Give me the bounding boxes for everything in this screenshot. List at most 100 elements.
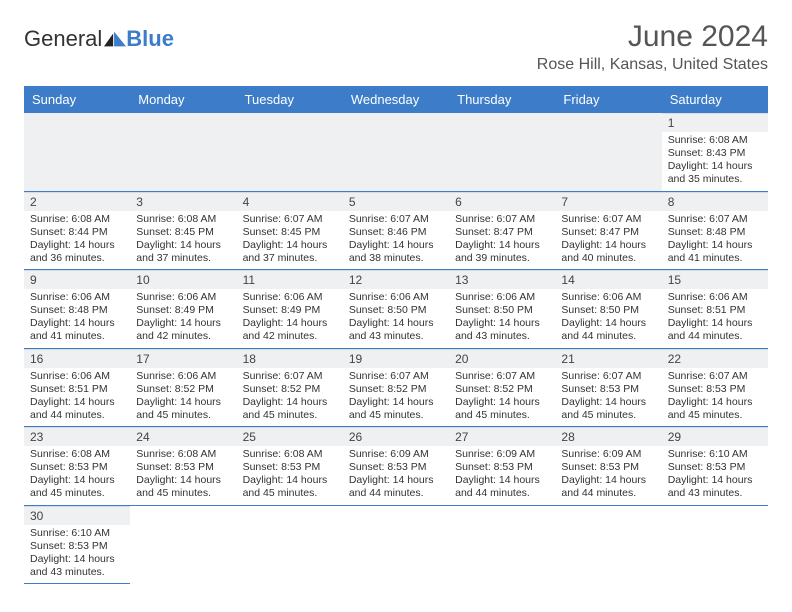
- day-details: Sunrise: 6:06 AMSunset: 8:52 PMDaylight:…: [130, 368, 236, 427]
- day-details: Sunrise: 6:08 AMSunset: 8:44 PMDaylight:…: [24, 211, 130, 270]
- calendar-week-row: 16Sunrise: 6:06 AMSunset: 8:51 PMDayligh…: [24, 348, 768, 427]
- day-details: Sunrise: 6:06 AMSunset: 8:50 PMDaylight:…: [449, 289, 555, 348]
- empty-cell: [24, 113, 130, 191]
- day-details: Sunrise: 6:09 AMSunset: 8:53 PMDaylight:…: [343, 446, 449, 505]
- logo: General Blue: [24, 26, 174, 52]
- logo-text-general: General: [24, 26, 102, 52]
- empty-cell: [555, 113, 661, 191]
- calendar-week-row: 1Sunrise: 6:08 AMSunset: 8:43 PMDaylight…: [24, 113, 768, 191]
- day-details: Sunrise: 6:08 AMSunset: 8:53 PMDaylight:…: [237, 446, 343, 505]
- month-title: June 2024: [537, 20, 768, 54]
- calendar-week-row: 2Sunrise: 6:08 AMSunset: 8:44 PMDaylight…: [24, 191, 768, 270]
- day-number: 7: [555, 192, 661, 211]
- day-number: 25: [237, 427, 343, 446]
- day-details: Sunrise: 6:06 AMSunset: 8:49 PMDaylight:…: [130, 289, 236, 348]
- day-details: Sunrise: 6:08 AMSunset: 8:53 PMDaylight:…: [24, 446, 130, 505]
- empty-cell: [130, 113, 236, 191]
- day-number: 28: [555, 427, 661, 446]
- day-details: Sunrise: 6:10 AMSunset: 8:53 PMDaylight:…: [662, 446, 768, 505]
- day-details: Sunrise: 6:08 AMSunset: 8:43 PMDaylight:…: [662, 132, 768, 191]
- day-details: Sunrise: 6:06 AMSunset: 8:50 PMDaylight:…: [555, 289, 661, 348]
- weekday-header: Saturday: [662, 86, 768, 113]
- day-number: 14: [555, 270, 661, 289]
- day-cell: 22Sunrise: 6:07 AMSunset: 8:53 PMDayligh…: [662, 348, 768, 427]
- day-cell: 13Sunrise: 6:06 AMSunset: 8:50 PMDayligh…: [449, 270, 555, 349]
- day-number: 27: [449, 427, 555, 446]
- day-number: 2: [24, 192, 130, 211]
- trailing-empty-cell: [343, 505, 449, 584]
- day-cell: 17Sunrise: 6:06 AMSunset: 8:52 PMDayligh…: [130, 348, 236, 427]
- day-cell: 19Sunrise: 6:07 AMSunset: 8:52 PMDayligh…: [343, 348, 449, 427]
- day-number: 3: [130, 192, 236, 211]
- day-cell: 28Sunrise: 6:09 AMSunset: 8:53 PMDayligh…: [555, 427, 661, 506]
- day-number: 19: [343, 349, 449, 368]
- calendar-body: 1Sunrise: 6:08 AMSunset: 8:43 PMDaylight…: [24, 113, 768, 584]
- day-number: 17: [130, 349, 236, 368]
- day-cell: 5Sunrise: 6:07 AMSunset: 8:46 PMDaylight…: [343, 191, 449, 270]
- day-cell: 15Sunrise: 6:06 AMSunset: 8:51 PMDayligh…: [662, 270, 768, 349]
- day-number: 1: [662, 113, 768, 132]
- day-details: Sunrise: 6:07 AMSunset: 8:48 PMDaylight:…: [662, 211, 768, 270]
- day-cell: 11Sunrise: 6:06 AMSunset: 8:49 PMDayligh…: [237, 270, 343, 349]
- day-details: Sunrise: 6:07 AMSunset: 8:53 PMDaylight:…: [662, 368, 768, 427]
- calendar-table: SundayMondayTuesdayWednesdayThursdayFrid…: [24, 86, 768, 584]
- trailing-empty-cell: [662, 505, 768, 584]
- day-cell: 21Sunrise: 6:07 AMSunset: 8:53 PMDayligh…: [555, 348, 661, 427]
- day-details: Sunrise: 6:06 AMSunset: 8:48 PMDaylight:…: [24, 289, 130, 348]
- day-details: Sunrise: 6:06 AMSunset: 8:51 PMDaylight:…: [662, 289, 768, 348]
- weekday-header: Wednesday: [343, 86, 449, 113]
- day-details: Sunrise: 6:09 AMSunset: 8:53 PMDaylight:…: [555, 446, 661, 505]
- header: General Blue June 2024 Rose Hill, Kansas…: [24, 20, 768, 74]
- day-number: 21: [555, 349, 661, 368]
- day-cell: 16Sunrise: 6:06 AMSunset: 8:51 PMDayligh…: [24, 348, 130, 427]
- day-number: 5: [343, 192, 449, 211]
- day-details: Sunrise: 6:06 AMSunset: 8:51 PMDaylight:…: [24, 368, 130, 427]
- day-number: 9: [24, 270, 130, 289]
- location-subtitle: Rose Hill, Kansas, United States: [537, 56, 768, 74]
- day-details: Sunrise: 6:08 AMSunset: 8:45 PMDaylight:…: [130, 211, 236, 270]
- day-number: 6: [449, 192, 555, 211]
- weekday-header-row: SundayMondayTuesdayWednesdayThursdayFrid…: [24, 86, 768, 113]
- day-details: Sunrise: 6:07 AMSunset: 8:47 PMDaylight:…: [449, 211, 555, 270]
- day-number: 29: [662, 427, 768, 446]
- trailing-empty-cell: [130, 505, 236, 584]
- day-cell: 8Sunrise: 6:07 AMSunset: 8:48 PMDaylight…: [662, 191, 768, 270]
- day-number: 16: [24, 349, 130, 368]
- day-number: 20: [449, 349, 555, 368]
- empty-cell: [237, 113, 343, 191]
- day-details: Sunrise: 6:07 AMSunset: 8:47 PMDaylight:…: [555, 211, 661, 270]
- day-details: Sunrise: 6:07 AMSunset: 8:46 PMDaylight:…: [343, 211, 449, 270]
- day-number: 18: [237, 349, 343, 368]
- calendar-week-row: 23Sunrise: 6:08 AMSunset: 8:53 PMDayligh…: [24, 427, 768, 506]
- day-cell: 27Sunrise: 6:09 AMSunset: 8:53 PMDayligh…: [449, 427, 555, 506]
- day-cell: 29Sunrise: 6:10 AMSunset: 8:53 PMDayligh…: [662, 427, 768, 506]
- day-cell: 14Sunrise: 6:06 AMSunset: 8:50 PMDayligh…: [555, 270, 661, 349]
- day-details: Sunrise: 6:07 AMSunset: 8:52 PMDaylight:…: [449, 368, 555, 427]
- day-cell: 7Sunrise: 6:07 AMSunset: 8:47 PMDaylight…: [555, 191, 661, 270]
- day-number: 4: [237, 192, 343, 211]
- title-block: June 2024 Rose Hill, Kansas, United Stat…: [537, 20, 768, 74]
- trailing-empty-cell: [555, 505, 661, 584]
- calendar-page: General Blue June 2024 Rose Hill, Kansas…: [0, 0, 792, 604]
- day-cell: 30Sunrise: 6:10 AMSunset: 8:53 PMDayligh…: [24, 505, 130, 584]
- day-cell: 20Sunrise: 6:07 AMSunset: 8:52 PMDayligh…: [449, 348, 555, 427]
- logo-text-blue: Blue: [126, 26, 174, 52]
- day-details: Sunrise: 6:07 AMSunset: 8:53 PMDaylight:…: [555, 368, 661, 427]
- day-number: 8: [662, 192, 768, 211]
- day-details: Sunrise: 6:07 AMSunset: 8:45 PMDaylight:…: [237, 211, 343, 270]
- day-cell: 23Sunrise: 6:08 AMSunset: 8:53 PMDayligh…: [24, 427, 130, 506]
- day-number: 22: [662, 349, 768, 368]
- day-cell: 10Sunrise: 6:06 AMSunset: 8:49 PMDayligh…: [130, 270, 236, 349]
- day-cell: 25Sunrise: 6:08 AMSunset: 8:53 PMDayligh…: [237, 427, 343, 506]
- day-cell: 6Sunrise: 6:07 AMSunset: 8:47 PMDaylight…: [449, 191, 555, 270]
- day-number: 13: [449, 270, 555, 289]
- day-details: Sunrise: 6:07 AMSunset: 8:52 PMDaylight:…: [237, 368, 343, 427]
- day-details: Sunrise: 6:06 AMSunset: 8:49 PMDaylight:…: [237, 289, 343, 348]
- weekday-header: Friday: [555, 86, 661, 113]
- day-number: 30: [24, 506, 130, 525]
- weekday-header: Thursday: [449, 86, 555, 113]
- weekday-header: Monday: [130, 86, 236, 113]
- day-cell: 12Sunrise: 6:06 AMSunset: 8:50 PMDayligh…: [343, 270, 449, 349]
- day-number: 10: [130, 270, 236, 289]
- day-number: 26: [343, 427, 449, 446]
